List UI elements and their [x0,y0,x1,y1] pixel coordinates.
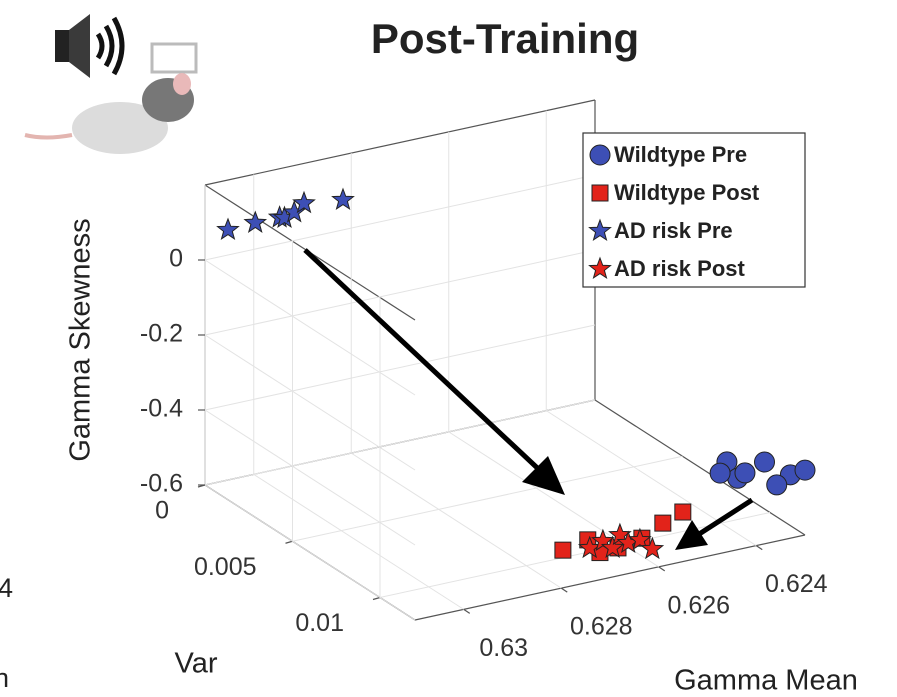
x-tick-label: 0.628 [570,613,633,641]
point [292,190,316,214]
tick-mark [560,587,568,593]
x-tick-label: 0.624 [765,570,828,598]
legend-marker [588,256,612,280]
grid-line [292,455,683,542]
z-tick-label: -0.6 [140,470,183,498]
box-edge [204,99,596,186]
device-icon [150,42,198,74]
grid-line [204,259,416,396]
speaker-cone [69,14,90,78]
x-tick-label: 0.626 [667,591,730,619]
grid-line [253,473,465,610]
y-tick-label: 0.01 [295,609,344,637]
legend-box [582,132,806,288]
grid-line [204,324,596,411]
speaker-body [55,30,69,62]
arrows [303,248,754,550]
legend-marker [589,144,611,166]
tick-mark [463,608,471,614]
point [709,462,731,484]
grid-line [379,512,771,598]
grid-line [204,174,596,261]
tick-mark [372,596,381,601]
point [734,462,756,484]
tick-mark [285,540,293,544]
point [554,541,572,559]
grid-line [204,249,596,336]
rat-ear [173,73,191,95]
point [674,503,692,521]
legend-marker [591,184,609,202]
grid-line [204,484,416,621]
y-tick-label: 0 [155,497,169,525]
point [754,451,775,473]
rat-tail [24,133,73,140]
y-tick-label: 0.005 [194,553,257,581]
point [794,459,816,481]
x-tick-label: 0.63 [479,634,528,662]
grid-line [350,452,562,589]
point [600,535,625,558]
point [640,536,665,560]
arrow-line [303,248,550,480]
grid-line [204,334,416,471]
illustration [0,0,222,154]
point [628,527,652,551]
z-tick-label: -0.2 [140,320,183,348]
point [243,210,268,233]
legend-label: AD risk Pre [614,218,733,243]
legend: Wildtype Pre Wildtype Post AD risk Pre AD r… [582,132,806,288]
tick-mark [658,566,666,572]
grid: 0.63 0.628 0.626 0.624 0 0.005 0.01 -0.6 -0.4 -0.… [140,99,828,662]
side-fragment: n [0,663,9,693]
legend-label: Wildtype Post [614,180,760,205]
point [216,217,240,240]
legend-label: Wildtype Pre [614,142,747,167]
arrow-head [522,456,565,495]
legend-marker [588,218,612,242]
box-edge [594,399,806,536]
grid-line [204,399,596,486]
z-tick-label: 0 [169,245,183,273]
grid-line [204,409,416,546]
z-axis-label: Gamma Skewness [65,218,97,461]
tick-mark [755,545,763,551]
marks [216,187,816,562]
legend-label: AD risk Post [614,256,745,281]
arrow-line [691,497,754,541]
point [766,474,788,496]
y-axis-label: Var [175,648,218,680]
sound-waves [95,16,125,76]
rat-body [72,102,168,154]
point [331,187,355,211]
arrow-head [675,520,708,550]
box-edge [414,534,806,621]
chart-title: Post-Training [371,15,639,62]
side-fragment: 4 [0,573,13,603]
point [654,514,672,532]
x-axis-label: Gamma Mean [674,665,858,697]
z-tick-label: -0.4 [140,395,183,423]
